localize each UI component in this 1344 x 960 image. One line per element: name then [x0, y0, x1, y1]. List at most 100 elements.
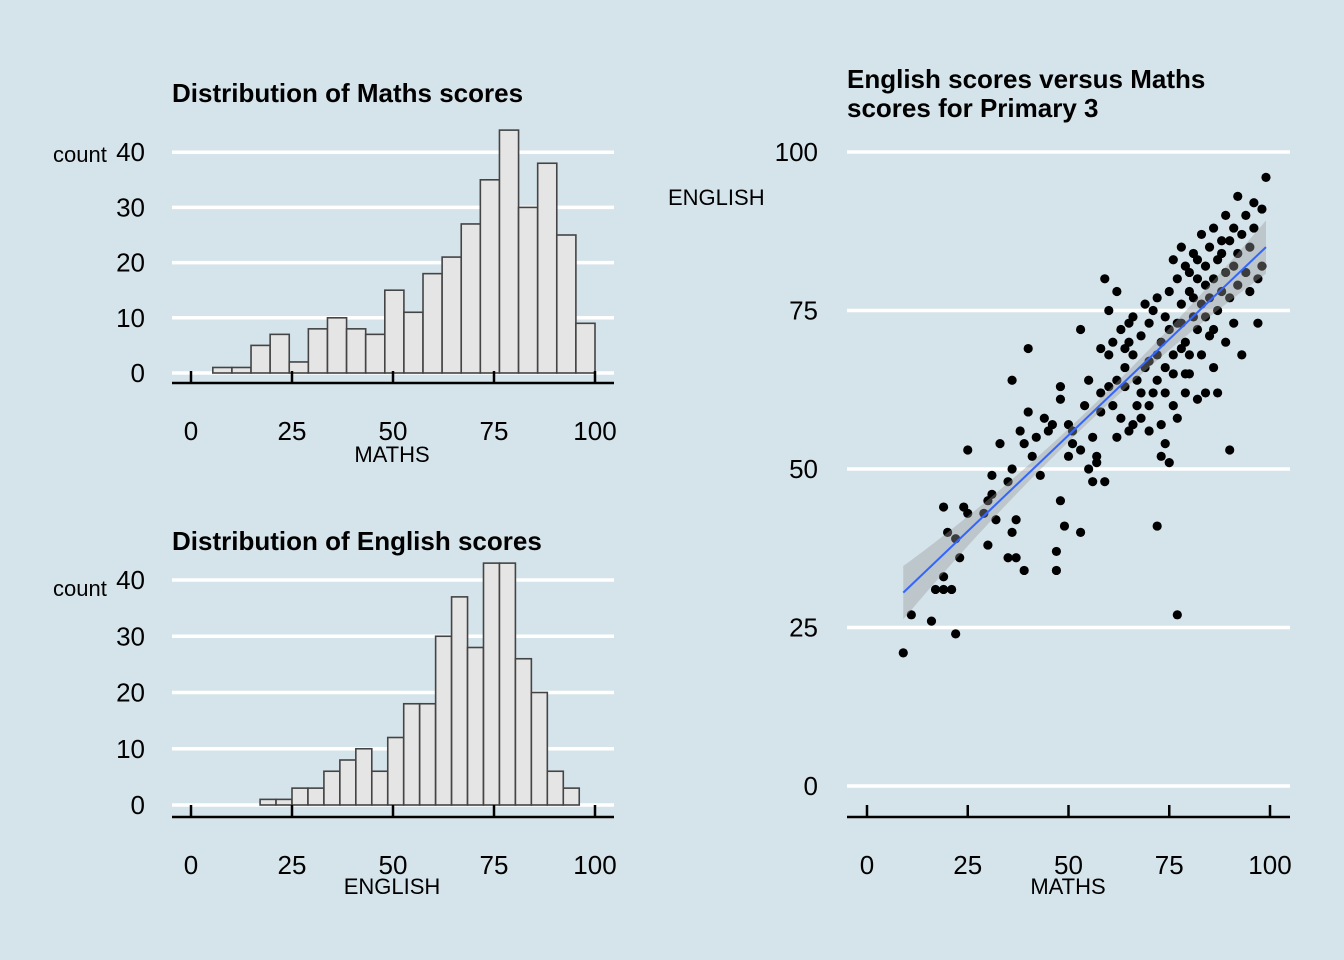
histogram-bar: [323, 770, 341, 806]
data-point: [1152, 521, 1162, 531]
data-point: [1084, 375, 1094, 385]
data-point: [1245, 242, 1255, 252]
data-point: [1172, 413, 1182, 423]
histogram-bar: [345, 328, 367, 374]
histogram-bar: [479, 179, 501, 374]
data-point: [1180, 369, 1190, 379]
data-point: [1217, 236, 1227, 246]
data-point: [1003, 477, 1013, 487]
data-point: [1192, 274, 1203, 284]
histogram-bar: [546, 770, 565, 806]
y-tick-label: 75: [789, 296, 818, 326]
y-tick-label: 0: [804, 771, 818, 801]
x-tick-label: 75: [1155, 850, 1184, 880]
data-point: [1172, 274, 1182, 284]
chart-title: Distribution of English scores: [172, 526, 542, 556]
data-point: [1237, 229, 1247, 240]
histogram-bar: [482, 562, 501, 806]
y-tick-label: 20: [116, 248, 145, 278]
histogram-bar: [355, 747, 373, 806]
data-point: [1168, 401, 1178, 411]
y-axis-label: count: [53, 576, 107, 601]
histogram-bar: [422, 272, 443, 374]
histogram-bar: [339, 759, 357, 806]
histogram-bar: [498, 129, 520, 374]
data-point: [1225, 293, 1235, 303]
maths-histogram: 0 10 20 30 40 0 25 50 75 100 Distribution of Maths…: [53, 78, 617, 467]
data-point: [1144, 401, 1154, 411]
x-tick-label: 50: [1054, 850, 1083, 880]
data-point: [1208, 223, 1219, 233]
data-point: [1096, 388, 1106, 398]
y-tick-label: 0: [131, 358, 145, 388]
histogram-bar: [231, 366, 252, 374]
data-point: [1249, 223, 1259, 233]
data-point: [1241, 267, 1251, 278]
data-point: [1136, 331, 1146, 341]
data-point: [1245, 286, 1255, 297]
data-point: [906, 610, 916, 620]
data-point: [1059, 521, 1070, 531]
english-histogram: 0 10 20 30 40 0 25 50 75 100 Distribution of Engli…: [53, 526, 617, 899]
histogram-bar: [466, 646, 485, 806]
data-point: [991, 515, 1001, 525]
data-point: [1092, 451, 1102, 461]
histogram-bar: [517, 206, 539, 374]
data-point: [943, 527, 953, 538]
histogram-bar: [370, 770, 389, 806]
data-point: [1132, 375, 1142, 385]
histogram-bar: [530, 691, 549, 806]
data-point: [1116, 413, 1126, 423]
data-point: [1047, 420, 1057, 430]
data-point: [1148, 388, 1158, 398]
x-tick-label: 25: [278, 416, 307, 446]
histogram-bar: [498, 562, 517, 806]
data-point: [1120, 362, 1130, 373]
histogram-bar: [269, 333, 291, 374]
y-tick-label: 30: [116, 621, 145, 651]
data-point: [1221, 267, 1231, 278]
data-point: [1156, 451, 1166, 461]
histogram-bar: [418, 702, 437, 806]
data-point: [1096, 407, 1106, 417]
histogram-bar: [383, 289, 405, 374]
data-point: [1192, 394, 1203, 404]
data-point: [1084, 464, 1094, 474]
x-tick-label: 100: [573, 850, 616, 880]
data-point: [1144, 356, 1154, 366]
y-axis-label: count: [53, 142, 107, 167]
data-point: [1184, 350, 1194, 360]
data-point: [1088, 432, 1098, 442]
histogram-bar: [259, 798, 277, 806]
data-point: [1208, 274, 1219, 284]
data-point: [1208, 362, 1219, 373]
data-point: [1051, 546, 1062, 557]
data-point: [1229, 261, 1239, 271]
data-point: [1164, 324, 1174, 335]
data-point: [926, 616, 937, 626]
data-point: [1229, 318, 1239, 328]
histogram-bar: [555, 234, 577, 374]
data-point: [1172, 610, 1182, 620]
histogram-bar: [326, 316, 348, 374]
data-point: [1160, 312, 1170, 322]
data-point: [1152, 293, 1162, 303]
data-point: [1168, 350, 1178, 360]
data-point: [995, 439, 1005, 449]
data-point: [1007, 527, 1017, 538]
data-point: [1100, 477, 1110, 487]
data-point: [1055, 394, 1066, 404]
histogram-bar: [575, 322, 596, 374]
histogram-bar: [307, 328, 329, 374]
data-point: [1200, 261, 1211, 271]
data-point: [1015, 426, 1025, 436]
data-point: [1003, 553, 1013, 563]
data-point: [1188, 293, 1199, 303]
histogram-bar: [460, 223, 482, 374]
data-point: [1080, 401, 1090, 411]
x-tick-label: 75: [480, 850, 509, 880]
data-point: [1112, 432, 1122, 442]
data-point: [1128, 312, 1138, 322]
